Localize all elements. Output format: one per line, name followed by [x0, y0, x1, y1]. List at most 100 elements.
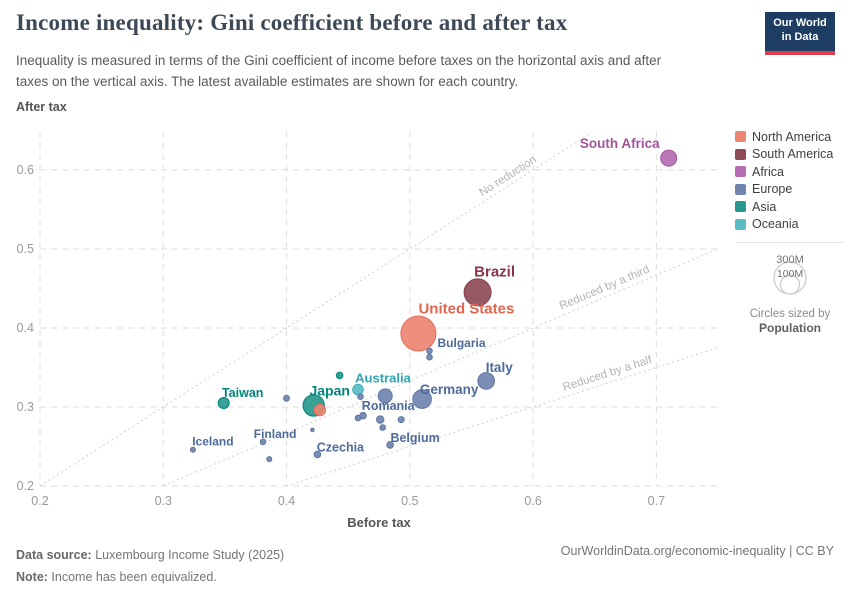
data-point-unlabeled[interactable] — [310, 427, 315, 433]
x-tick-0.4: 0.4 — [278, 494, 295, 508]
ref-line-label-reduced-by-a-third: Reduced by a third — [558, 264, 652, 313]
chart-subtitle-line2: taxes on the vertical axis. The latest a… — [16, 74, 519, 89]
data-point-unlabeled[interactable] — [379, 424, 387, 431]
country-label-germany: Germany — [420, 382, 479, 397]
data-point-south-africa[interactable] — [660, 149, 678, 167]
legend-item-s_america[interactable]: South America — [735, 146, 847, 164]
owid-logo[interactable]: Our World in Data — [765, 12, 835, 55]
y-tick-0.2: 0.2 — [17, 479, 34, 493]
data-source-text: Luxembourg Income Study (2025) — [91, 548, 285, 562]
x-tick-0.7: 0.7 — [648, 494, 665, 508]
country-label-iceland: Iceland — [192, 435, 233, 449]
legend-divider — [736, 242, 844, 243]
scatter-plot: 0.2 0.3 0.4 0.5 0.6 0.7 0.2 0.3 0.4 0.5 0.6 Before … — [17, 131, 719, 530]
data-point-bulgaria[interactable] — [426, 347, 433, 355]
data-point-unlabeled[interactable] — [426, 353, 433, 361]
owid-logo-line1: Our World — [773, 17, 827, 29]
legend-swatch-oceania — [735, 218, 746, 230]
ref-line-reduced-by-a-half — [286, 347, 719, 487]
size-legend-caption-population: Population — [759, 321, 821, 335]
legend-label-europe: Europe — [752, 182, 793, 197]
note-line: Note: Income has been equivalized. — [16, 566, 284, 588]
ref-line-label-no-reduction: No reduction — [477, 154, 538, 199]
legend-label-africa: Africa — [752, 164, 784, 179]
size-legend: 300M 100M Circles sized by Population — [736, 248, 844, 335]
data-point-taiwan[interactable] — [217, 397, 230, 409]
y-tick-0.5: 0.5 — [17, 242, 34, 256]
data-point-unlabeled[interactable] — [266, 456, 273, 463]
legend-swatch-europe — [735, 183, 746, 195]
note-label: Note: — [16, 570, 48, 584]
data-point-czechia[interactable] — [313, 450, 322, 459]
y-axis-title: After tax — [16, 100, 67, 114]
data-point-italy[interactable] — [477, 372, 496, 390]
owid-logo-line2: in Data — [781, 30, 819, 43]
legend-swatch-s_america — [735, 148, 746, 160]
chart-subtitle-line1: Inequality is measured in terms of the G… — [16, 53, 662, 68]
data-point-germany[interactable] — [412, 389, 432, 409]
footer-link[interactable]: OurWorldinData.org/economic-inequality |… — [560, 544, 834, 558]
x-tick-0.5: 0.5 — [401, 494, 418, 508]
x-tick-0.2: 0.2 — [31, 494, 48, 508]
ref-line-label-reduced-by-a-half: Reduced by a half — [561, 354, 654, 394]
legend-item-oceania[interactable]: Oceania — [735, 216, 847, 234]
data-point-unlabeled[interactable] — [313, 403, 326, 417]
data-point-iceland[interactable] — [189, 446, 196, 453]
legend-item-europe[interactable]: Europe — [735, 181, 847, 199]
size-legend-circles: 300M 100M — [773, 254, 807, 295]
legend-label-s_america: South America — [752, 147, 834, 162]
legend-label-n_america: North America — [752, 129, 832, 144]
legend-swatch-asia — [735, 201, 746, 213]
data-point-australia[interactable] — [352, 383, 364, 396]
x-tick-0.6: 0.6 — [524, 494, 541, 508]
ref-line-reduced-by-a-third — [163, 248, 719, 487]
legend-swatch-n_america — [735, 131, 746, 143]
size-legend-big-label: 300M — [776, 254, 804, 266]
x-axis-title: Before tax — [347, 515, 411, 530]
data-source-label: Data source: — [16, 548, 92, 562]
country-label-japan: Japan — [309, 382, 349, 398]
country-label-united-states: United States — [418, 301, 514, 318]
ref-line-no-reduction — [39, 131, 593, 487]
data-point-unlabeled[interactable] — [283, 394, 290, 402]
legend-item-africa[interactable]: Africa — [735, 163, 847, 181]
size-legend-caption: Circles sized by — [749, 308, 831, 320]
size-legend-small-circle — [779, 274, 801, 295]
country-label-taiwan: Taiwan — [222, 386, 263, 400]
y-tick-0.3: 0.3 — [17, 400, 34, 414]
country-label-italy: Italy — [486, 360, 514, 375]
y-tick-0.4: 0.4 — [17, 321, 34, 335]
chart-title: Income inequality: Gini coefficient befo… — [16, 10, 568, 35]
data-point-brazil[interactable] — [463, 278, 492, 307]
legend-swatch-africa — [735, 166, 746, 178]
data-source-line: Data source: Luxembourg Income Study (20… — [16, 544, 284, 566]
country-label-czechia: Czechia — [317, 440, 365, 454]
country-label-romania: Romania — [362, 399, 416, 413]
data-point-unlabeled[interactable] — [357, 393, 364, 401]
data-point-unlabeled[interactable] — [335, 371, 344, 380]
size-legend-small-label: 100M — [777, 268, 803, 280]
x-tick-0.3: 0.3 — [155, 494, 172, 508]
y-tick-0.6: 0.6 — [17, 163, 34, 177]
data-point-finland[interactable] — [259, 438, 267, 446]
country-label-south-africa: South Africa — [580, 136, 660, 151]
chart-footer: Data source: Luxembourg Income Study (20… — [16, 544, 284, 588]
continent-legend: North America South America Africa Europe As… — [735, 128, 847, 233]
data-point-belgium[interactable] — [386, 441, 394, 449]
legend-label-asia: Asia — [752, 199, 777, 214]
data-point-unlabeled[interactable] — [397, 416, 405, 424]
legend-label-oceania: Oceania — [752, 217, 799, 232]
country-label-bulgaria: Bulgaria — [438, 336, 486, 350]
country-label-finland: Finland — [254, 427, 297, 441]
data-point-romania[interactable] — [377, 388, 393, 404]
data-point-unlabeled[interactable] — [354, 414, 362, 422]
chart-subtitle: Inequality is measured in terms of the G… — [16, 50, 736, 92]
data-point-unlabeled[interactable] — [376, 415, 385, 424]
country-label-australia: Australia — [355, 371, 411, 386]
note-text: Income has been equivalized. — [47, 570, 217, 584]
legend-item-asia[interactable]: Asia — [735, 198, 847, 216]
legend-item-n_america[interactable]: North America — [735, 128, 847, 146]
data-point-united-states[interactable] — [400, 315, 437, 352]
country-label-brazil: Brazil — [474, 263, 515, 280]
